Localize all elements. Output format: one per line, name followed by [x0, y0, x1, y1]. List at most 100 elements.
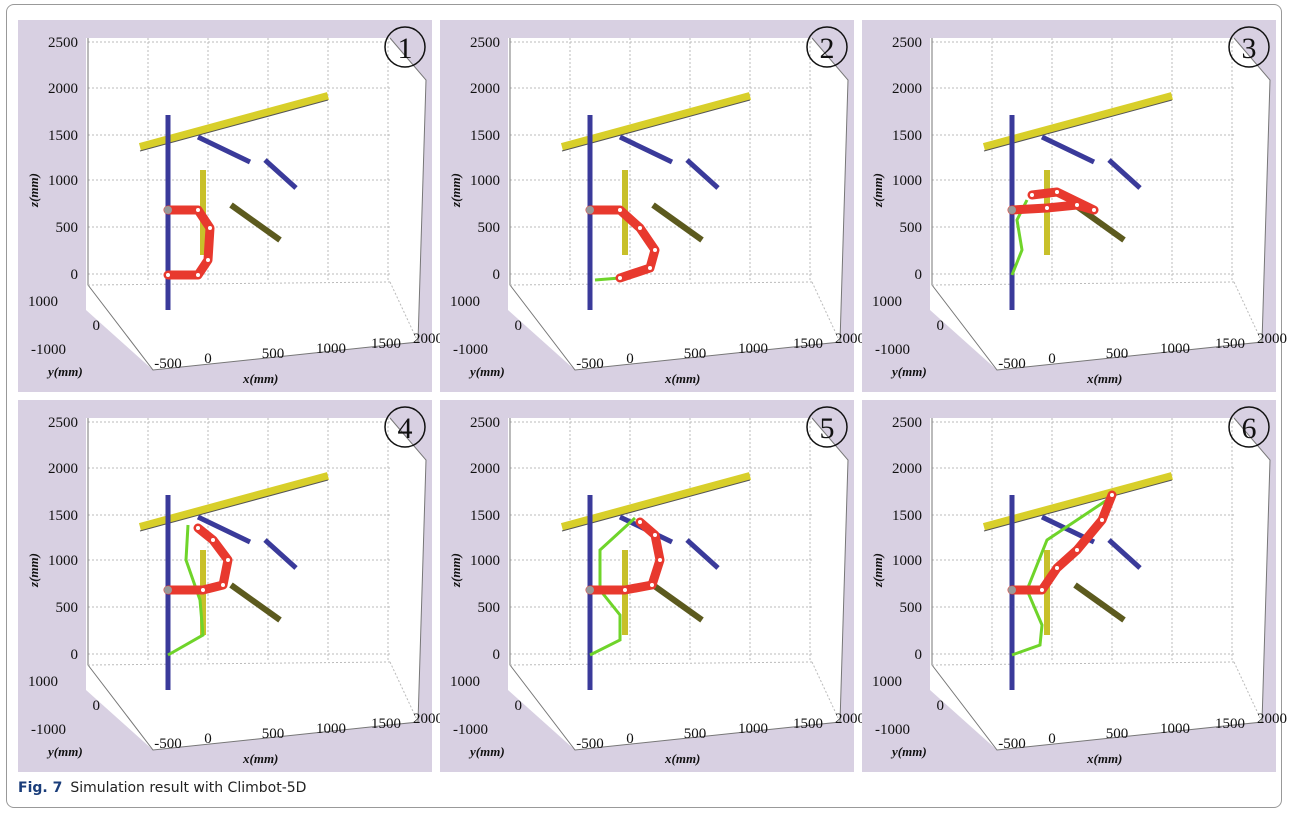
robot-joint [1092, 208, 1096, 212]
panel: 2500200015001000500010000-1000-500050010… [440, 400, 865, 772]
panel-number: 1 [398, 32, 413, 65]
robot-joint [1055, 190, 1059, 194]
z-tick-label: 0 [915, 647, 923, 663]
x-tick-label: 1000 [316, 341, 346, 357]
robot-joint [650, 583, 654, 587]
x-axis-label: x(mm) [664, 751, 700, 766]
y-tick-label: 1000 [450, 294, 480, 310]
x-tick-label: -500 [154, 356, 182, 372]
z-tick-label: 1000 [48, 553, 78, 569]
z-axis-label: z(mm) [448, 553, 463, 588]
y-tick-label: 0 [937, 698, 945, 714]
x-tick-label: 2000 [413, 331, 443, 347]
z-axis-label: z(mm) [26, 553, 41, 588]
y-tick-label: 1000 [872, 674, 902, 690]
x-tick-label: -500 [998, 356, 1026, 372]
z-axis-label: z(mm) [870, 553, 885, 588]
y-tick-label: 0 [937, 318, 945, 334]
robot-joint [618, 276, 622, 280]
x-tick-label: 1000 [738, 341, 768, 357]
robot-joint [1075, 548, 1079, 552]
x-tick-label: 2000 [835, 711, 865, 727]
y-tick-label: -1000 [453, 342, 488, 358]
x-tick-label: -500 [576, 356, 604, 372]
y-axis-label: y(mm) [468, 744, 505, 759]
x-tick-label: 500 [684, 726, 707, 742]
z-tick-label: 1500 [892, 128, 922, 144]
caption-label: Fig. 7 [18, 780, 62, 796]
gripper [164, 586, 172, 594]
z-tick-label: 1500 [48, 128, 78, 144]
robot-joint [206, 258, 210, 262]
x-tick-label: 0 [204, 731, 212, 747]
z-tick-label: 2000 [48, 81, 78, 97]
robot-joint [638, 226, 642, 230]
x-tick-label: 1500 [793, 716, 823, 732]
page: {"axes": {"zticks": [2500, 2000, 1500, 1… [0, 0, 1290, 814]
z-tick-label: 500 [56, 220, 79, 236]
panel-number: 3 [1242, 32, 1257, 65]
y-axis-label: y(mm) [890, 744, 927, 759]
z-tick-label: 500 [56, 600, 79, 616]
z-tick-label: 0 [493, 647, 501, 663]
y-tick-label: 0 [515, 698, 523, 714]
y-tick-label: -1000 [453, 722, 488, 738]
z-tick-label: 1000 [48, 173, 78, 189]
x-tick-label: 0 [1048, 731, 1056, 747]
robot-joint [658, 558, 662, 562]
panel-number: 5 [820, 412, 835, 445]
robot-joint [1075, 203, 1079, 207]
x-tick-label: 500 [262, 726, 285, 742]
z-tick-label: 1000 [470, 173, 500, 189]
z-axis-label: z(mm) [870, 173, 885, 208]
robot-joint [226, 558, 230, 562]
z-tick-label: 1000 [892, 553, 922, 569]
x-axis-label: x(mm) [242, 371, 278, 386]
x-tick-label: 2000 [1257, 711, 1287, 727]
z-tick-label: 0 [915, 267, 923, 283]
x-axis-label: x(mm) [664, 371, 700, 386]
robot-joint [1040, 588, 1044, 592]
y-axis-label: y(mm) [468, 364, 505, 379]
y-tick-label: -1000 [875, 342, 910, 358]
panel: 2500200015001000500010000-1000-500050010… [18, 20, 443, 392]
robot-joint [211, 538, 215, 542]
panel: 2500200015001000500010000-1000-500050010… [18, 400, 443, 772]
robot-joint [196, 273, 200, 277]
z-tick-label: 0 [71, 647, 79, 663]
x-axis-label: x(mm) [242, 751, 278, 766]
z-tick-label: 1000 [470, 553, 500, 569]
z-tick-label: 2500 [48, 415, 78, 431]
z-tick-label: 2500 [470, 35, 500, 51]
z-tick-label: 2000 [892, 461, 922, 477]
z-tick-label: 2000 [48, 461, 78, 477]
robot-joint [653, 248, 657, 252]
z-axis-label: z(mm) [26, 173, 41, 208]
x-tick-label: -500 [576, 736, 604, 752]
z-tick-label: 2500 [892, 415, 922, 431]
x-tick-label: 1500 [371, 336, 401, 352]
z-tick-label: 2000 [470, 81, 500, 97]
robot-joint [1030, 193, 1034, 197]
z-tick-label: 1500 [48, 508, 78, 524]
x-tick-label: 500 [684, 346, 707, 362]
x-tick-label: 0 [626, 351, 634, 367]
z-tick-label: 0 [71, 267, 79, 283]
x-tick-label: 1500 [1215, 716, 1245, 732]
y-tick-label: 0 [93, 698, 101, 714]
robot-joint [638, 520, 642, 524]
x-tick-label: 1500 [371, 716, 401, 732]
z-tick-label: 500 [900, 220, 923, 236]
panel-number: 6 [1242, 412, 1257, 445]
y-tick-label: -1000 [31, 342, 66, 358]
y-tick-label: 0 [515, 318, 523, 334]
z-axis-label: z(mm) [448, 173, 463, 208]
robot-joint [1110, 493, 1114, 497]
z-tick-label: 2500 [470, 415, 500, 431]
y-tick-label: 0 [93, 318, 101, 334]
x-tick-label: 0 [204, 351, 212, 367]
